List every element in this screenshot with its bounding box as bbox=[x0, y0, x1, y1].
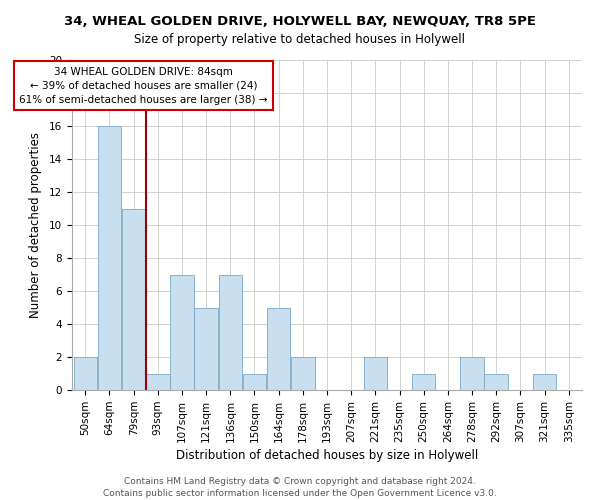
Bar bbox=[218, 274, 242, 390]
Bar bbox=[74, 357, 97, 390]
Bar bbox=[533, 374, 556, 390]
Text: Size of property relative to detached houses in Holywell: Size of property relative to detached ho… bbox=[134, 32, 466, 46]
Bar bbox=[412, 374, 436, 390]
Text: Contains HM Land Registry data © Crown copyright and database right 2024.: Contains HM Land Registry data © Crown c… bbox=[124, 478, 476, 486]
Text: 34 WHEAL GOLDEN DRIVE: 84sqm
← 39% of detached houses are smaller (24)
61% of se: 34 WHEAL GOLDEN DRIVE: 84sqm ← 39% of de… bbox=[19, 66, 268, 104]
Text: 34, WHEAL GOLDEN DRIVE, HOLYWELL BAY, NEWQUAY, TR8 5PE: 34, WHEAL GOLDEN DRIVE, HOLYWELL BAY, NE… bbox=[64, 15, 536, 28]
Bar bbox=[364, 357, 387, 390]
Bar bbox=[146, 374, 170, 390]
X-axis label: Distribution of detached houses by size in Holywell: Distribution of detached houses by size … bbox=[176, 449, 478, 462]
Bar bbox=[122, 208, 145, 390]
Bar bbox=[267, 308, 290, 390]
Text: Contains public sector information licensed under the Open Government Licence v3: Contains public sector information licen… bbox=[103, 489, 497, 498]
Bar bbox=[98, 126, 121, 390]
Bar bbox=[170, 274, 194, 390]
Bar bbox=[194, 308, 218, 390]
Bar bbox=[243, 374, 266, 390]
Bar bbox=[291, 357, 314, 390]
Bar bbox=[484, 374, 508, 390]
Bar bbox=[460, 357, 484, 390]
Y-axis label: Number of detached properties: Number of detached properties bbox=[29, 132, 42, 318]
